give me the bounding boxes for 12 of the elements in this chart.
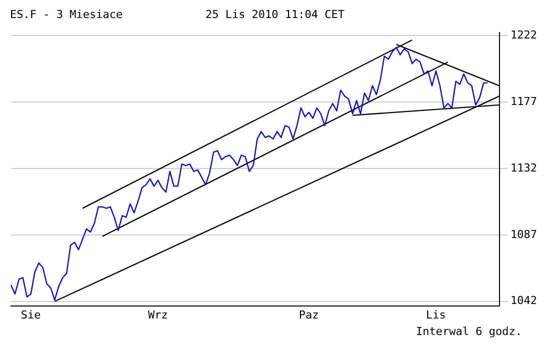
x-tick-label: Paz bbox=[298, 308, 319, 322]
text: Interwal 6 godz. bbox=[416, 325, 522, 338]
chart-title: ES.F - 3 Miesiace bbox=[10, 8, 123, 21]
x-tick-label: Wrz bbox=[148, 308, 168, 322]
y-tick-label: 1087 bbox=[510, 228, 538, 241]
chart-subtitle: 25 Lis 2010 11:04 CET bbox=[205, 8, 345, 21]
y-tick-label: 1042 bbox=[510, 294, 538, 308]
x-tick-label: Lis bbox=[426, 308, 446, 322]
y-tick-label: 1132 bbox=[510, 161, 538, 174]
y-tick-label: 1222 bbox=[510, 28, 538, 42]
y-tick-label: 1177 bbox=[510, 94, 538, 108]
x-tick-label: Sie bbox=[20, 308, 41, 322]
